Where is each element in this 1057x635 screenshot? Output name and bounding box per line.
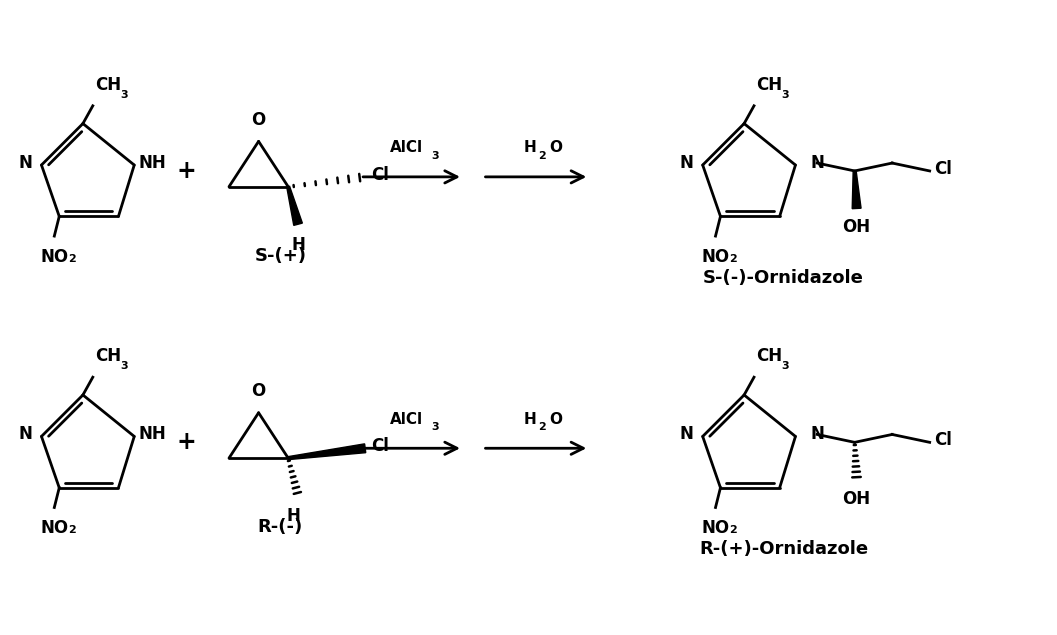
Text: N: N	[811, 154, 824, 172]
Text: NO: NO	[40, 519, 69, 537]
Text: CH: CH	[95, 76, 120, 94]
Text: CH: CH	[95, 347, 120, 365]
Text: +: +	[177, 159, 197, 183]
Text: 2: 2	[68, 254, 76, 264]
Text: 3: 3	[120, 90, 128, 100]
Text: Cl: Cl	[934, 160, 952, 178]
Text: Cl: Cl	[934, 431, 952, 450]
Text: H: H	[524, 411, 537, 427]
Text: H: H	[291, 236, 305, 254]
Text: O: O	[550, 411, 562, 427]
Text: 3: 3	[781, 90, 790, 100]
Text: CH: CH	[756, 76, 782, 94]
Text: H: H	[286, 507, 300, 526]
Text: Cl: Cl	[371, 166, 389, 184]
Text: 2: 2	[729, 254, 737, 264]
Text: AlCl: AlCl	[390, 140, 423, 155]
Text: N: N	[680, 154, 693, 172]
Text: OH: OH	[842, 490, 871, 508]
Polygon shape	[852, 171, 861, 209]
Text: CH: CH	[756, 347, 782, 365]
Text: S-(-)-Ornidazole: S-(-)-Ornidazole	[703, 269, 864, 286]
Text: NO: NO	[702, 248, 729, 266]
Text: NH: NH	[138, 154, 166, 172]
Text: R-(-): R-(-)	[258, 518, 303, 536]
Text: 2: 2	[538, 151, 545, 161]
Polygon shape	[288, 444, 366, 460]
Text: O: O	[550, 140, 562, 155]
Polygon shape	[286, 186, 302, 225]
Text: NH: NH	[138, 425, 166, 443]
Text: 2: 2	[538, 422, 545, 432]
Text: AlCl: AlCl	[390, 411, 423, 427]
Text: 3: 3	[431, 422, 439, 432]
Text: N: N	[19, 154, 33, 172]
Text: N: N	[811, 425, 824, 443]
Text: S-(+): S-(+)	[255, 247, 307, 265]
Text: 3: 3	[431, 151, 439, 161]
Text: 3: 3	[120, 361, 128, 371]
Text: N: N	[19, 425, 33, 443]
Text: 2: 2	[729, 525, 737, 535]
Text: +: +	[177, 431, 197, 454]
Text: O: O	[252, 382, 265, 400]
Text: OH: OH	[842, 218, 871, 236]
Text: Cl: Cl	[371, 438, 389, 455]
Text: 3: 3	[781, 361, 790, 371]
Text: R-(+)-Ornidazole: R-(+)-Ornidazole	[699, 540, 868, 558]
Text: H: H	[524, 140, 537, 155]
Text: NO: NO	[40, 248, 69, 266]
Text: N: N	[680, 425, 693, 443]
Text: O: O	[252, 110, 265, 128]
Text: 2: 2	[68, 525, 76, 535]
Text: NO: NO	[702, 519, 729, 537]
